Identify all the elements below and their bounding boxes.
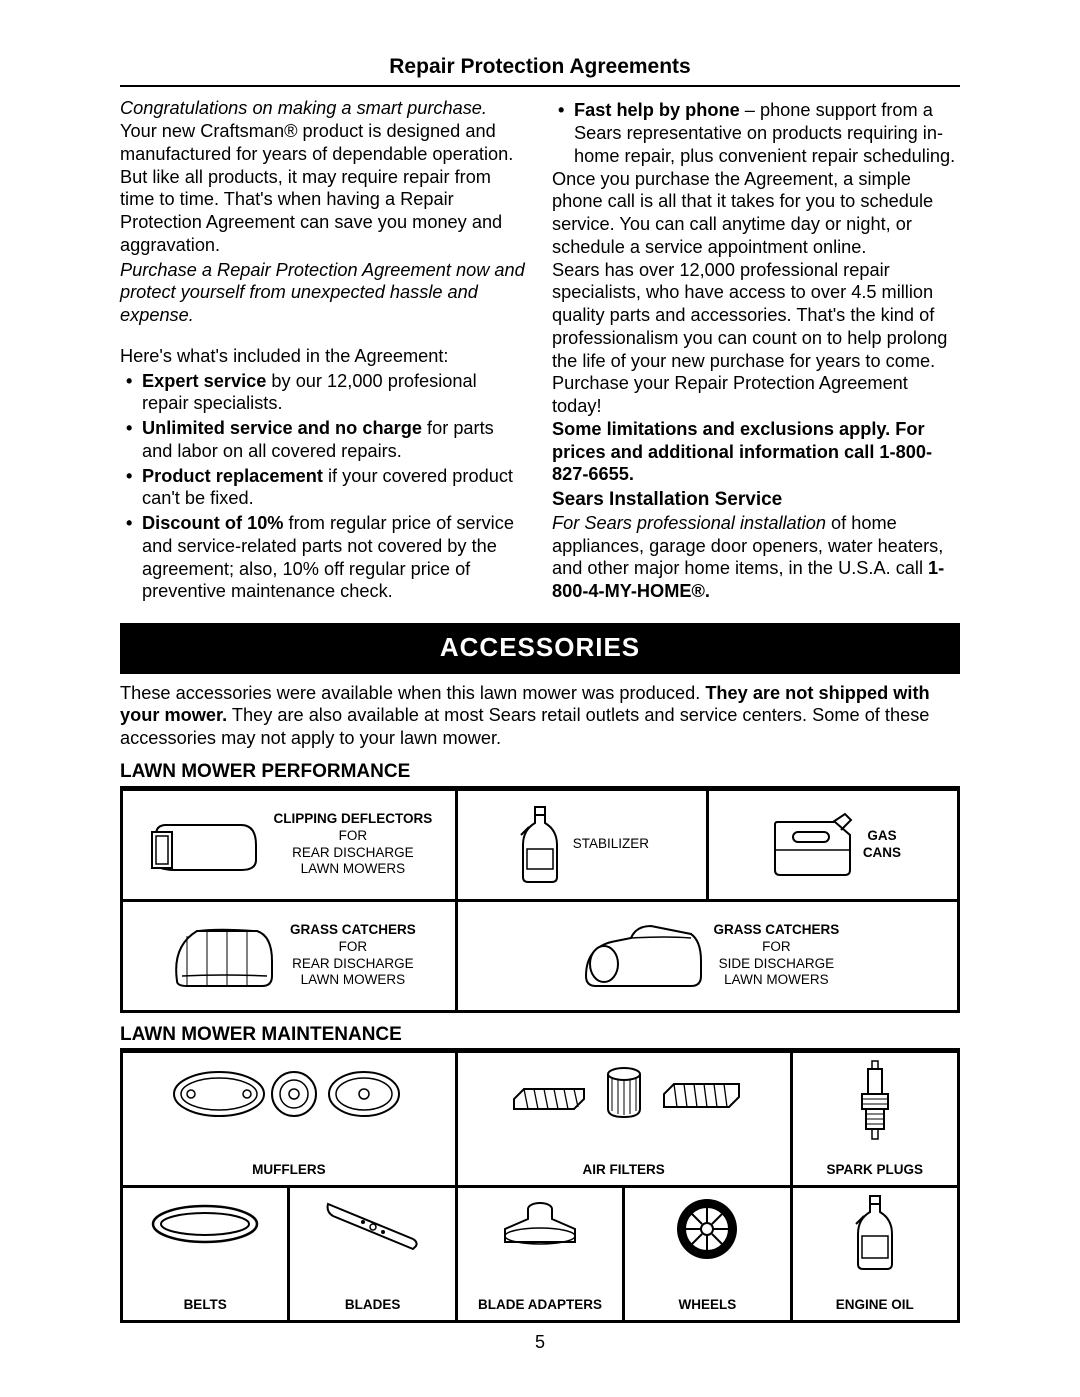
acc-intro-b: They are also available at most Sears re… — [120, 705, 929, 748]
label-line: SIDE DISCHARGE — [714, 956, 840, 973]
label-line: FOR — [274, 828, 433, 845]
right-column: Fast help by phone – phone support from … — [552, 97, 960, 603]
bullet-bold: Unlimited service and no charge — [142, 418, 422, 438]
performance-label: LAWN MOWER PERFORMANCE — [120, 760, 960, 788]
right-p3-bold: Some limitations and exclusions apply. F… — [552, 418, 960, 486]
gas-cans-label: GAS CANS — [863, 828, 901, 862]
install-italic: For Sears professional installation — [552, 513, 826, 533]
oil-bottle-icon — [850, 1194, 900, 1272]
grass-catcher-side-icon — [576, 916, 706, 996]
air-filters-icon — [504, 1059, 744, 1129]
bullet-fast-help: Fast help by phone – phone support from … — [552, 99, 960, 167]
cell-grass-catcher-rear: GRASS CATCHERS FOR REAR DISCHARGE LAWN M… — [122, 900, 457, 1011]
stabilizer-bottle-icon — [515, 805, 565, 885]
spark-plugs-label: SPARK PLUGS — [827, 1162, 924, 1179]
page-number: 5 — [120, 1331, 960, 1354]
bullet-expert-service: Expert service by our 12,000 profesional… — [120, 370, 528, 416]
bullet-bold: Product replacement — [142, 466, 323, 486]
two-column-layout: Congratulations on making a smart purcha… — [120, 97, 960, 603]
mufflers-label: MUFFLERS — [252, 1162, 326, 1179]
cell-belts: BELTS — [122, 1187, 289, 1322]
right-p1: Once you purchase the Agreement, a simpl… — [552, 168, 960, 259]
cell-engine-oil: ENGINE OIL — [791, 1187, 958, 1322]
cell-wheels: WHEELS — [624, 1187, 791, 1322]
label-line: CLIPPING DEFLECTORS — [274, 811, 433, 828]
grass-catcher-side-label: GRASS CATCHERS FOR SIDE DISCHARGE LAWN M… — [714, 922, 840, 990]
blade-adapter-icon — [495, 1194, 585, 1254]
cell-stabilizer: STABILIZER — [456, 789, 707, 900]
bullet-discount: Discount of 10% from regular price of se… — [120, 512, 528, 603]
maintenance-label: LAWN MOWER MAINTENANCE — [120, 1023, 960, 1051]
grass-catcher-rear-label: GRASS CATCHERS FOR REAR DISCHARGE LAWN M… — [290, 922, 416, 990]
wheel-icon — [672, 1194, 742, 1264]
belt-icon — [145, 1194, 265, 1254]
cell-blade-adapters: BLADE ADAPTERS — [456, 1187, 623, 1322]
clipping-deflector-label: CLIPPING DEFLECTORS FOR REAR DISCHARGE L… — [274, 811, 433, 879]
maintenance-table: MUFFLERS AIR FILTERS — [120, 1050, 960, 1323]
stabilizer-label: STABILIZER — [573, 836, 649, 853]
bullet-bold: Discount of 10% — [142, 513, 283, 533]
agreement-bullets: Expert service by our 12,000 profesional… — [120, 370, 528, 604]
spark-plug-icon — [850, 1059, 900, 1144]
engine-oil-label: ENGINE OIL — [836, 1297, 914, 1314]
intro-paragraph: Congratulations on making a smart purcha… — [120, 97, 528, 256]
install-heading: Sears Installation Service — [552, 488, 960, 512]
cell-clipping-deflectors: CLIPPING DEFLECTORS FOR REAR DISCHARGE L… — [122, 789, 457, 900]
wheels-label: WHEELS — [678, 1297, 736, 1314]
right-bullets: Fast help by phone – phone support from … — [552, 99, 960, 167]
label-line: LAWN MOWERS — [290, 972, 416, 989]
label-line: LAWN MOWERS — [714, 972, 840, 989]
included-lead: Here's what's included in the Agreement: — [120, 345, 528, 368]
page-title: Repair Protection Agreements — [120, 54, 960, 87]
clipping-deflector-icon — [146, 810, 266, 880]
blade-icon — [318, 1194, 428, 1254]
label-line: FOR — [714, 939, 840, 956]
gas-can-icon — [765, 810, 855, 880]
label-line: CANS — [863, 845, 901, 862]
label-line: LAWN MOWERS — [274, 861, 433, 878]
cell-grass-catcher-side: GRASS CATCHERS FOR SIDE DISCHARGE LAWN M… — [456, 900, 958, 1011]
intro-italic: Congratulations on making a smart purcha… — [120, 98, 487, 118]
air-filters-label: AIR FILTERS — [583, 1162, 665, 1179]
intro-rest: Your new Craftsman® product is designed … — [120, 121, 513, 255]
blade-adapters-label: BLADE ADAPTERS — [478, 1297, 602, 1314]
bullet-product-replacement: Product replacement if your covered prod… — [120, 465, 528, 511]
label-line: REAR DISCHARGE — [274, 845, 433, 862]
right-p2: Sears has over 12,000 professional repai… — [552, 259, 960, 418]
label-line: REAR DISCHARGE — [290, 956, 416, 973]
cell-spark-plugs: SPARK PLUGS — [791, 1052, 958, 1187]
label-line: GAS — [863, 828, 901, 845]
purchase-paragraph: Purchase a Repair Protection Agreement n… — [120, 259, 528, 327]
mufflers-icon — [169, 1059, 409, 1129]
cell-air-filters: AIR FILTERS — [456, 1052, 791, 1187]
left-column: Congratulations on making a smart purcha… — [120, 97, 528, 603]
cell-gas-cans: GAS CANS — [707, 789, 958, 900]
grass-catcher-rear-icon — [162, 916, 282, 996]
bullet-bold: Expert service — [142, 371, 266, 391]
acc-intro-a: These accessories were available when th… — [120, 683, 705, 703]
label-line: GRASS CATCHERS — [714, 922, 840, 939]
belts-label: BELTS — [184, 1297, 227, 1314]
accessories-intro: These accessories were available when th… — [120, 682, 960, 750]
accessories-banner: ACCESSORIES — [120, 623, 960, 674]
blades-label: BLADES — [345, 1297, 401, 1314]
install-paragraph: For Sears professional installation of h… — [552, 512, 960, 603]
cell-blades: BLADES — [289, 1187, 456, 1322]
label-line: GRASS CATCHERS — [290, 922, 416, 939]
bullet-bold: Fast help by phone — [574, 100, 740, 120]
performance-table: CLIPPING DEFLECTORS FOR REAR DISCHARGE L… — [120, 788, 960, 1013]
cell-mufflers: MUFFLERS — [122, 1052, 457, 1187]
bullet-unlimited-service: Unlimited service and no charge for part… — [120, 417, 528, 463]
label-line: FOR — [290, 939, 416, 956]
